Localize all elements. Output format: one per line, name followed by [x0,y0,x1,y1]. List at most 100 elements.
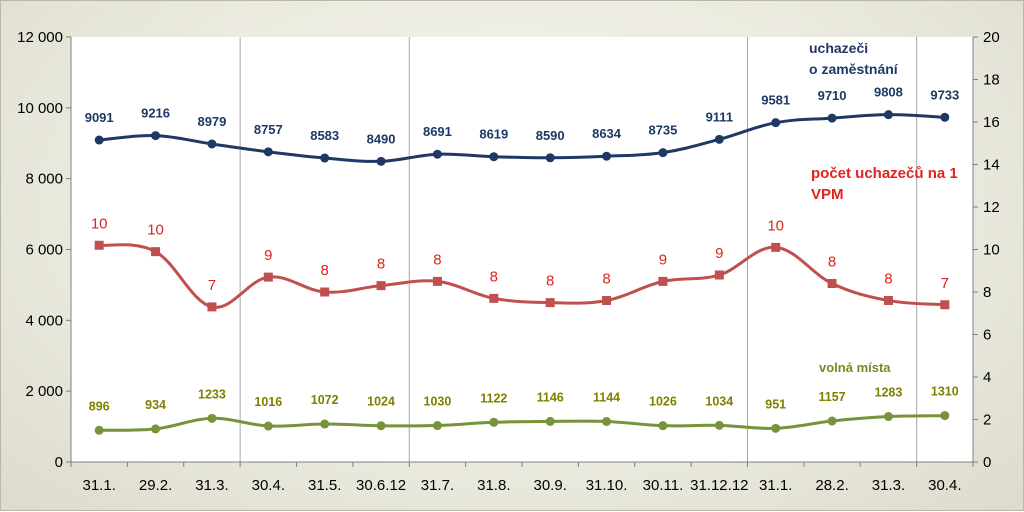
data-label-ratio: 8 [546,273,554,290]
right-tick-label: 18 [983,72,1000,89]
data-label-unemployed: 9581 [761,93,790,108]
right-tick-label: 10 [983,242,1000,259]
data-label-vacancies: 1030 [424,395,452,409]
data-label-ratio: 9 [659,251,667,268]
data-label-vacancies: 934 [145,398,166,412]
x-tick-label: 31.5. [308,477,341,494]
data-point-ratio [432,276,442,286]
data-point-unemployed [489,152,499,162]
data-point-vacancies [940,411,950,421]
data-label-unemployed: 9808 [874,85,903,100]
data-label-unemployed: 8590 [536,128,565,143]
data-point-ratio [714,270,724,280]
data-point-unemployed [94,135,104,145]
right-tick-label: 12 [983,199,1000,216]
data-label-vacancies: 1016 [254,395,282,409]
left-tick-label: 12 000 [17,29,63,46]
x-tick-label: 30.4. [252,477,285,494]
data-point-unemployed [602,151,612,161]
data-point-unemployed [207,139,217,149]
data-label-unemployed: 8619 [479,127,508,142]
data-point-vacancies [602,416,612,426]
series-line-ratio [99,243,945,309]
data-label-ratio: 8 [884,271,892,288]
right-tick-label: 16 [983,114,1000,131]
data-point-unemployed [320,153,330,163]
data-label-ratio: 8 [377,256,385,273]
data-point-vacancies [489,417,499,427]
data-label-unemployed: 8979 [197,114,226,129]
data-label-vacancies: 1146 [537,390,564,404]
data-point-ratio [207,302,217,312]
data-point-ratio [151,247,161,257]
data-label-vacancies: 1122 [480,391,507,405]
data-label-ratio: 7 [208,277,216,294]
x-tick-label: 31.8. [477,477,510,494]
data-point-unemployed [714,134,724,144]
data-point-ratio [771,242,781,252]
data-label-ratio: 9 [715,245,723,262]
data-point-vacancies [320,419,330,429]
data-point-vacancies [827,416,837,426]
right-tick-label: 14 [983,157,1000,174]
data-point-vacancies [771,423,781,433]
data-point-ratio [376,281,386,291]
data-label-ratio: 10 [147,222,164,239]
data-label-ratio: 7 [941,275,949,292]
series-line-unemployed [99,113,945,163]
data-label-vacancies: 1026 [649,395,677,409]
data-label-vacancies: 1310 [931,385,959,399]
data-label-ratio: 8 [433,251,441,268]
data-label-vacancies: 1157 [819,390,846,404]
x-tick-label: 31.1. [83,477,116,494]
series-line-vacancies [99,414,945,432]
data-point-ratio [320,287,330,297]
data-label-unemployed: 9710 [818,88,847,103]
annotation-ratio: VPM [811,186,844,203]
data-point-vacancies [658,421,668,431]
data-point-ratio [940,300,950,310]
data-point-unemployed [432,149,442,159]
annotation-unemployed: o zaměstnání [809,61,899,77]
left-tick-label: 2 000 [25,383,63,400]
x-tick-label: 31.12.12 [690,477,748,494]
data-label-vacancies: 1072 [311,393,339,407]
data-label-vacancies: 1034 [705,394,733,408]
x-tick-label: 31.3. [195,477,228,494]
x-tick-label: 29.2. [139,477,172,494]
data-label-vacancies: 1283 [875,386,903,400]
data-label-ratio: 8 [490,268,498,285]
data-point-vacancies [263,421,273,431]
data-point-unemployed [883,110,893,120]
x-tick-label: 30.9. [534,477,567,494]
data-point-vacancies [151,424,161,434]
data-label-unemployed: 9091 [85,110,114,125]
left-tick-label: 6 000 [25,242,63,259]
x-tick-label: 31.1. [759,477,792,494]
annotation-unemployed: uchazeči [809,40,868,56]
x-tick-label: 31.7. [421,477,454,494]
data-point-vacancies [376,421,386,431]
data-point-unemployed [827,113,837,123]
data-label-unemployed: 8757 [254,122,283,137]
data-point-unemployed [658,148,668,158]
left-tick-label: 4 000 [25,312,63,329]
data-label-vacancies: 1233 [198,387,226,401]
annotation-ratio: počet uchazečů na 1 [811,165,958,182]
data-label-unemployed: 8490 [367,131,396,146]
data-point-vacancies [883,412,893,422]
data-point-ratio [94,240,104,250]
data-point-unemployed [771,118,781,128]
data-point-ratio [263,272,273,282]
data-point-unemployed [545,153,555,163]
left-tick-label: 0 [55,454,63,471]
right-tick-label: 0 [983,454,991,471]
data-label-ratio: 10 [767,217,784,234]
data-label-unemployed: 8691 [423,124,452,139]
data-point-ratio [602,296,612,305]
data-label-unemployed: 8634 [592,126,622,141]
data-point-ratio [827,279,837,288]
data-point-ratio [658,276,668,286]
data-label-ratio: 9 [264,247,272,264]
